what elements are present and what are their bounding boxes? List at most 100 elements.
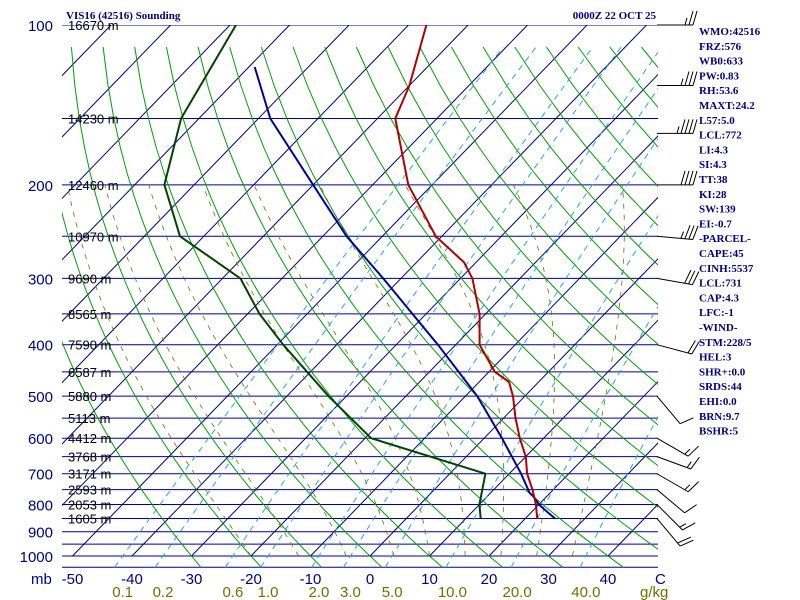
x-tick-label: -40: [121, 571, 143, 588]
x-tick-label: 10: [421, 571, 438, 588]
dry-adiabat-line: [673, 47, 800, 567]
wind-barb: [656, 518, 694, 547]
height-label: 1605 m: [68, 512, 111, 527]
barb-flag: [687, 445, 699, 457]
height-label: 5880 m: [68, 389, 111, 404]
barb-staff: [656, 395, 681, 425]
isotherm-line: [131, 25, 647, 557]
mixing-ratio-line: [260, 46, 622, 568]
x-tick-label: 20: [481, 571, 498, 588]
y-axis-unit: mb: [31, 571, 52, 588]
mixing-ratio-tick-label: 1.0: [258, 584, 279, 600]
barb-staff: [656, 437, 689, 457]
isotherm-line: [62, 25, 469, 445]
barb-flag: [688, 170, 694, 185]
dry-adiabat-line: [102, 46, 383, 568]
moist-adiabat-line: [202, 184, 395, 557]
y-tick-label: 300: [28, 271, 53, 288]
stat-line: CAPE:45: [699, 248, 744, 260]
barb-flag: [692, 225, 699, 240]
dry-adiabat-line: [768, 47, 800, 567]
stat-line: MAXT:24.2: [699, 100, 755, 112]
mixing-ratio-tick-label: 5.0: [382, 584, 403, 600]
dry-adiabat-line: [62, 210, 262, 568]
height-label: 2053 m: [68, 498, 111, 513]
isotherm-line: [62, 25, 350, 322]
barb-flag: [688, 71, 694, 86]
barb-flag: [684, 269, 692, 284]
wind-barb: [657, 10, 698, 26]
moist-adiabat-line: [148, 184, 347, 557]
x-tick-label: 0: [366, 571, 374, 588]
wind-barb: [656, 473, 699, 493]
stat-line: LI:4.3: [699, 144, 729, 156]
barb-flag: [690, 456, 700, 470]
height-label: 7590 m: [68, 338, 111, 353]
barb-flag: [684, 119, 690, 134]
stat-line: BRN:9.7: [699, 411, 740, 423]
barb-half-flag: [679, 523, 687, 528]
barb-flag: [688, 225, 695, 240]
barb-staff: [656, 489, 685, 514]
y-tick-label: 600: [28, 431, 53, 448]
isotherm-line: [250, 135, 658, 557]
wind-barb: [656, 340, 700, 355]
dry-adiabat-line: [229, 46, 624, 568]
barb-flag: [692, 271, 700, 285]
dry-adiabat-line: [134, 46, 443, 568]
mixing-ratio-unit: g/kg: [640, 584, 668, 600]
barb-flag: [688, 270, 696, 285]
isotherm-line: [310, 196, 658, 557]
mixing-ratio-tick-label: 0.1: [112, 584, 133, 600]
profile-lines: [163, 25, 556, 520]
x-tick-label: -20: [240, 571, 262, 588]
stat-line: BSHR:5: [699, 426, 739, 438]
wind-barbs: [656, 10, 700, 547]
x-tick-label: -30: [181, 571, 203, 588]
barb-flag: [687, 481, 699, 493]
temperature-profile-line: [394, 25, 539, 519]
barb-half-flag: [684, 17, 688, 26]
dry-adiabat-line: [324, 46, 658, 467]
dry-adiabat-line: [70, 46, 322, 568]
mixing-ratio-line: [510, 305, 658, 568]
stat-line: SI:4.3: [699, 159, 727, 171]
dry-adiabat-line: [292, 46, 658, 508]
stat-line: FRZ:576: [699, 41, 742, 53]
height-label: 5113 m: [68, 411, 110, 426]
mixing-ratio-line: [343, 87, 658, 568]
isotherm-line: [488, 380, 658, 557]
y-tick-label: 700: [28, 467, 53, 484]
barb-half-flag: [676, 126, 680, 134]
y-tick-label: 200: [28, 178, 53, 195]
y-tick-label: 900: [28, 525, 53, 542]
barb-flag: [684, 224, 691, 239]
stat-line: -PARCEL-: [699, 233, 751, 245]
height-label: 4412 m: [68, 431, 111, 446]
barb-flag: [687, 340, 696, 354]
barb-flag: [691, 341, 700, 355]
height-label: 6587 m: [68, 365, 111, 380]
mixing-ratio-tick-label: 0.2: [153, 584, 174, 600]
barb-staff: [656, 344, 692, 355]
height-label: 12460 m: [68, 178, 119, 193]
stat-line: LFC:-1: [699, 307, 734, 319]
wind-barb: [657, 170, 698, 186]
dry-adiabat-line: [197, 46, 564, 568]
moist-adiabat-line: [253, 184, 430, 557]
mixing-ratio-line: [579, 415, 658, 568]
barb-half-flag: [686, 461, 692, 468]
stat-line: SHR+:0.0: [699, 366, 746, 378]
barb-half-flag: [680, 231, 684, 239]
stat-line: KI:28: [699, 189, 727, 201]
stat-line: WB0:633: [699, 56, 744, 68]
barb-flag: [682, 522, 696, 531]
stat-line: LCL:772: [699, 130, 742, 142]
barb-staff: [656, 518, 681, 547]
moist-adiabat-line: [571, 184, 625, 557]
isotherm-line: [548, 442, 658, 557]
barb-flag: [684, 504, 697, 514]
mixing-ratio-tick-label: 0.6: [222, 584, 243, 600]
